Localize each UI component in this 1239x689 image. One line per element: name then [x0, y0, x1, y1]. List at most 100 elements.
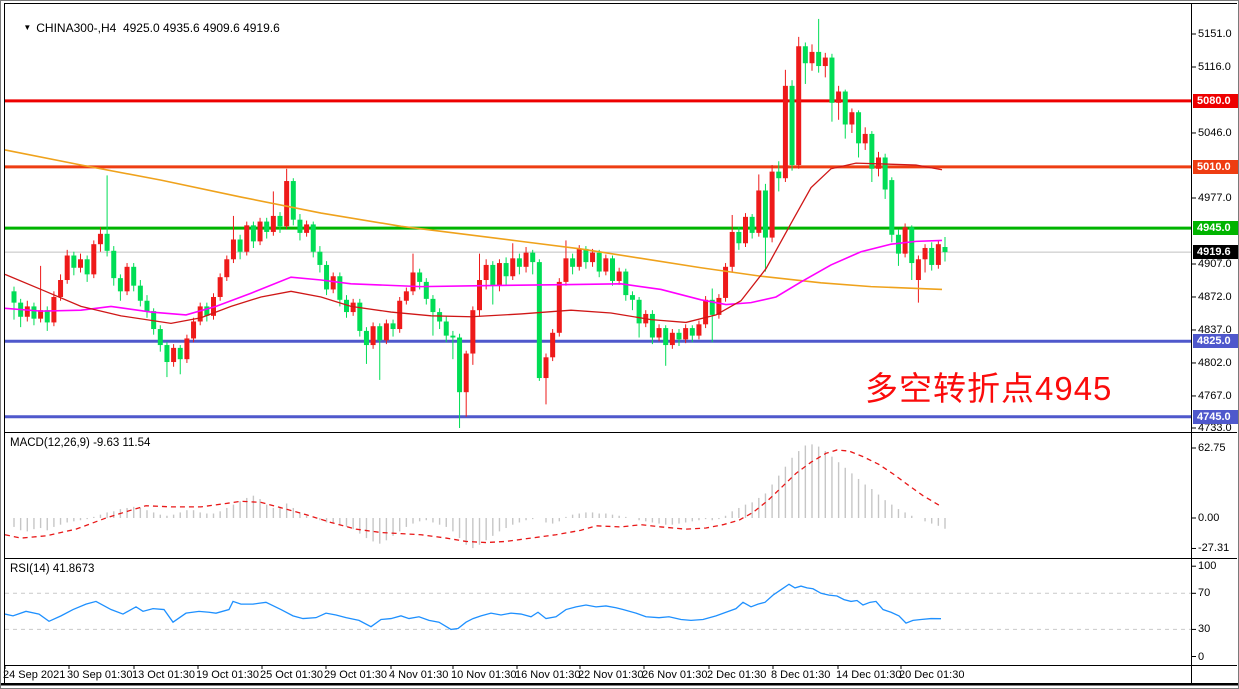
candle [390, 323, 396, 330]
candle [869, 133, 875, 169]
candle [44, 310, 50, 323]
candle [297, 219, 303, 233]
candle [789, 85, 795, 166]
candle [171, 347, 177, 363]
chart-title: ▼ CHINA300-,H4 4925.0 4935.6 4909.6 4919.… [10, 7, 279, 49]
candle [809, 51, 815, 64]
candle [729, 231, 735, 267]
candle [38, 310, 44, 319]
time-axis-label: 10 Nov 01:30 [451, 669, 517, 681]
candle [58, 280, 64, 297]
candle [590, 252, 596, 263]
candle [723, 266, 729, 298]
price-tick-label: 4872.0 [1198, 290, 1232, 303]
candle [656, 328, 662, 338]
candle [417, 272, 423, 282]
candle [496, 263, 502, 286]
rsi-tick-label: 30 [1198, 623, 1211, 636]
candle [616, 271, 622, 281]
candle [776, 171, 782, 179]
candle [669, 332, 675, 346]
macd-tick-label: -27.31 [1198, 542, 1230, 555]
candle [177, 347, 183, 360]
time-axis-label: 2 Dec 01:30 [707, 669, 767, 681]
candle [344, 299, 349, 313]
price-level-badge: 4945.0 [1193, 221, 1238, 236]
candle [337, 276, 343, 300]
time-axis-label: 19 Oct 01:30 [196, 669, 259, 681]
candle [237, 239, 243, 252]
price-level-badge: 5010.0 [1193, 159, 1238, 174]
candle [144, 300, 150, 312]
candle [204, 306, 210, 316]
candle [683, 328, 689, 340]
candle [470, 310, 476, 354]
candle [596, 252, 602, 272]
candle [749, 216, 755, 233]
candle [24, 306, 30, 317]
candle [842, 91, 848, 125]
candle [583, 248, 589, 263]
symbol-dropdown-icon[interactable]: ▼ [23, 23, 32, 32]
candle [836, 91, 842, 103]
macd-tick-label: 0.00 [1198, 512, 1220, 524]
candle [443, 321, 449, 336]
candle [31, 306, 37, 319]
time-axis-label: 20 Dec 01:30 [899, 669, 965, 681]
candle [151, 311, 157, 330]
candle [357, 302, 363, 331]
price-tick-label: 5046.0 [1198, 126, 1232, 139]
candle [383, 323, 389, 341]
price-tick-label: 5151.0 [1198, 28, 1232, 40]
candle [51, 296, 57, 323]
candle [377, 326, 383, 341]
candle [430, 298, 436, 313]
candle [437, 312, 443, 322]
candle [756, 190, 762, 233]
candle [889, 180, 895, 235]
candle [117, 278, 123, 292]
candle [324, 264, 330, 290]
candle [762, 190, 768, 238]
candle [317, 251, 323, 265]
candle [250, 225, 256, 242]
candle [576, 248, 582, 267]
price-level-badge: 4745.0 [1193, 409, 1238, 424]
candle [876, 157, 881, 169]
candle [191, 321, 197, 339]
candle [610, 258, 615, 281]
candle [942, 247, 948, 253]
candle [736, 231, 742, 244]
candle [131, 266, 137, 286]
candle [224, 259, 230, 278]
candle [477, 280, 482, 311]
candle [270, 215, 276, 232]
annotation-text: 多空转折点4945 [865, 370, 1113, 407]
candle [523, 252, 529, 267]
candle [689, 328, 695, 336]
candle [104, 233, 110, 251]
candle [423, 281, 429, 299]
candle [829, 57, 835, 103]
candle [556, 281, 562, 333]
rsi-tick-label: 70 [1198, 587, 1211, 600]
candle [796, 46, 802, 166]
price-level-badge: 5080.0 [1193, 93, 1238, 108]
candle [310, 224, 316, 252]
time-axis-label: 4 Nov 01:30 [389, 669, 449, 681]
candle [397, 300, 403, 330]
candle [743, 216, 748, 244]
candle [929, 247, 935, 265]
candle [703, 299, 709, 325]
candle [510, 258, 516, 277]
candle [290, 181, 296, 220]
candle [895, 234, 901, 254]
candle [490, 264, 496, 286]
time-axis-label: 26 Nov 01:30 [642, 669, 708, 681]
candle [536, 262, 542, 379]
candle [304, 224, 310, 233]
rsi-tick-label: 0 [1198, 650, 1205, 663]
time-axis-label: 8 Dec 01:30 [771, 669, 831, 681]
